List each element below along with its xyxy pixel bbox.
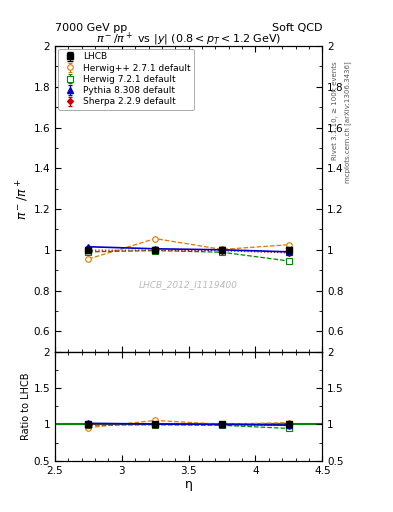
- Text: mcplots.cern.ch [arXiv:1306.3436]: mcplots.cern.ch [arXiv:1306.3436]: [344, 61, 351, 183]
- Title: $\pi^-/\pi^+$ vs $|y|$ $(0.8 < p_T < 1.2$ GeV$)$: $\pi^-/\pi^+$ vs $|y|$ $(0.8 < p_T < 1.2…: [96, 30, 281, 48]
- Text: Rivet 3.1.10, ≥ 100k events: Rivet 3.1.10, ≥ 100k events: [332, 61, 338, 160]
- Y-axis label: $\pi^-/\pi^+$: $\pi^-/\pi^+$: [15, 178, 31, 220]
- Text: Soft QCD: Soft QCD: [272, 23, 322, 33]
- Legend: LHCB, Herwig++ 2.7.1 default, Herwig 7.2.1 default, Pythia 8.308 default, Sherpa: LHCB, Herwig++ 2.7.1 default, Herwig 7.2…: [58, 49, 194, 110]
- X-axis label: η: η: [185, 478, 193, 492]
- Text: LHCB_2012_I1119400: LHCB_2012_I1119400: [139, 280, 238, 289]
- Y-axis label: Ratio to LHCB: Ratio to LHCB: [21, 373, 31, 440]
- Text: 7000 GeV pp: 7000 GeV pp: [55, 23, 127, 33]
